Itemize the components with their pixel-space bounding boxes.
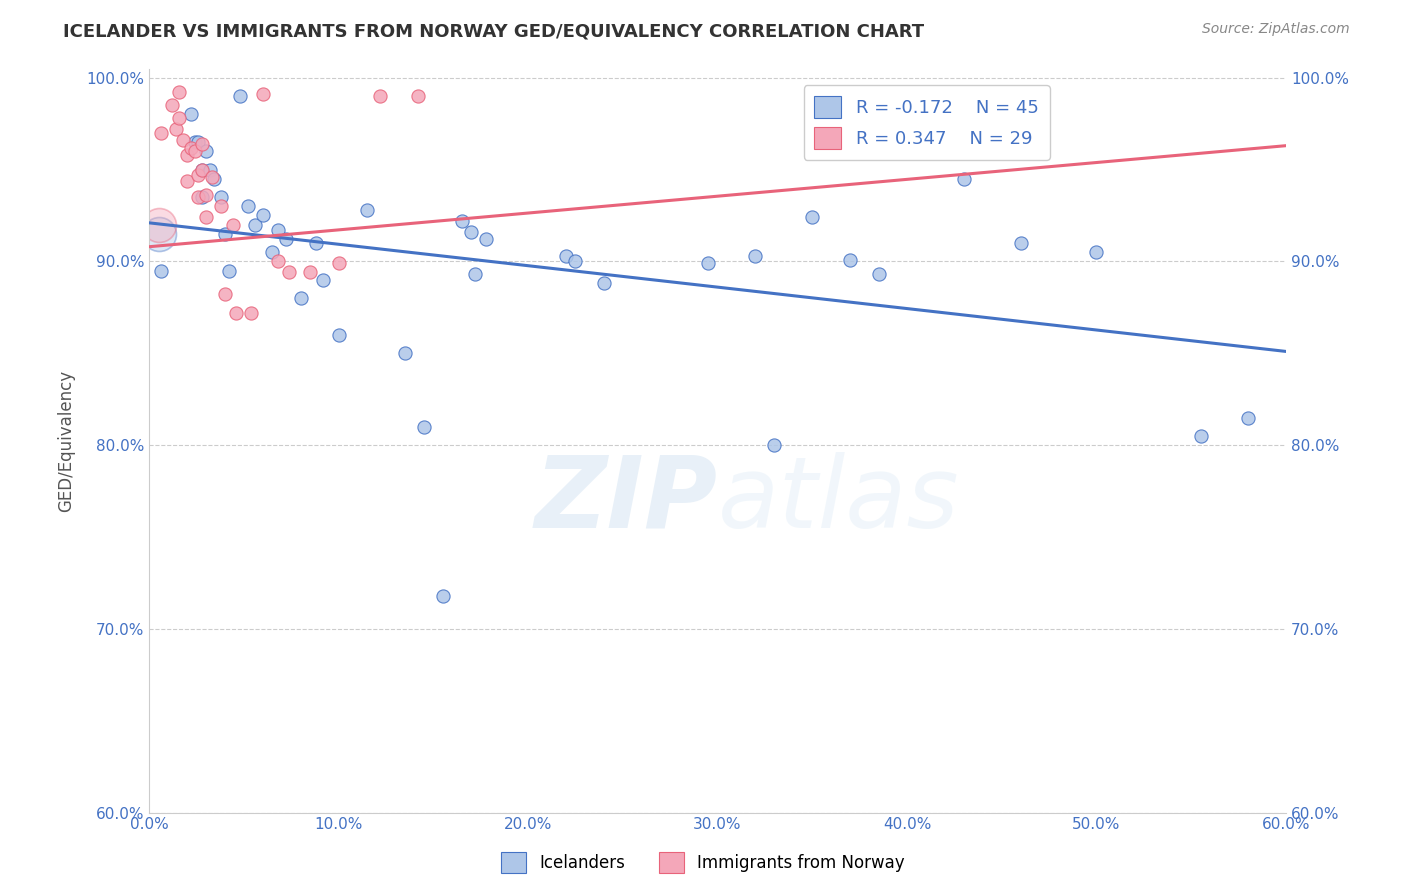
Point [328, 327, 350, 342]
Point [214, 227, 236, 241]
Point [406, 89, 429, 103]
Point [262, 245, 284, 260]
Point [165, 122, 187, 136]
Text: atlas: atlas [717, 451, 959, 549]
Point [432, 589, 454, 603]
Point [267, 223, 290, 237]
Point [209, 199, 232, 213]
Point [191, 162, 214, 177]
Point [555, 249, 578, 263]
Point [868, 267, 890, 281]
Point [1085, 245, 1108, 260]
Point [1189, 429, 1212, 443]
Point [221, 218, 243, 232]
Point [744, 249, 766, 263]
Point [172, 133, 194, 147]
Point [328, 256, 350, 270]
Point [180, 107, 202, 121]
Point [592, 277, 614, 291]
Point [252, 209, 274, 223]
Point [195, 188, 218, 202]
Point [176, 148, 198, 162]
Point [1237, 410, 1260, 425]
Text: Source: ZipAtlas.com: Source: ZipAtlas.com [1202, 22, 1350, 37]
Point [149, 263, 172, 277]
Point [368, 89, 391, 103]
Point [148, 227, 170, 241]
Point [187, 168, 209, 182]
Point [839, 252, 862, 267]
Point [412, 419, 434, 434]
Point [394, 346, 416, 360]
Point [187, 135, 209, 149]
Point [229, 89, 252, 103]
Point [169, 111, 191, 125]
Point [953, 171, 976, 186]
Point [183, 135, 205, 149]
Text: ZIP: ZIP [534, 451, 717, 549]
Point [697, 256, 720, 270]
Point [148, 218, 170, 232]
Point [195, 211, 218, 225]
Point [460, 225, 482, 239]
Legend: Icelanders, Immigrants from Norway: Icelanders, Immigrants from Norway [495, 846, 911, 880]
Point [160, 98, 183, 112]
Point [176, 173, 198, 187]
Legend: R = -0.172    N = 45, R = 0.347    N = 29: R = -0.172 N = 45, R = 0.347 N = 29 [803, 85, 1049, 160]
Point [191, 162, 214, 177]
Point [195, 144, 218, 158]
Point [252, 87, 274, 102]
Point [202, 171, 225, 186]
Point [201, 169, 224, 184]
Point [763, 438, 786, 452]
Point [450, 214, 472, 228]
Point [218, 263, 240, 277]
Point [191, 190, 214, 204]
Point [464, 267, 486, 281]
Point [245, 218, 267, 232]
Point [1010, 235, 1032, 250]
Point [214, 287, 236, 301]
Point [225, 306, 247, 320]
Point [169, 86, 191, 100]
Point [267, 254, 290, 268]
Point [801, 211, 824, 225]
Point [180, 140, 202, 154]
Point [191, 136, 214, 151]
Point [299, 265, 322, 279]
Point [274, 232, 297, 246]
Point [183, 144, 205, 158]
Y-axis label: GED/Equivalency: GED/Equivalency [58, 369, 75, 512]
Point [290, 291, 312, 305]
Point [305, 235, 328, 250]
Point [356, 202, 378, 217]
Point [278, 265, 301, 279]
Point [236, 199, 259, 213]
Point [149, 126, 172, 140]
Point [198, 162, 221, 177]
Point [187, 190, 209, 204]
Point [209, 190, 232, 204]
Point [475, 232, 498, 246]
Point [240, 306, 263, 320]
Point [312, 273, 335, 287]
Text: ICELANDER VS IMMIGRANTS FROM NORWAY GED/EQUIVALENCY CORRELATION CHART: ICELANDER VS IMMIGRANTS FROM NORWAY GED/… [63, 22, 924, 40]
Point [564, 254, 586, 268]
